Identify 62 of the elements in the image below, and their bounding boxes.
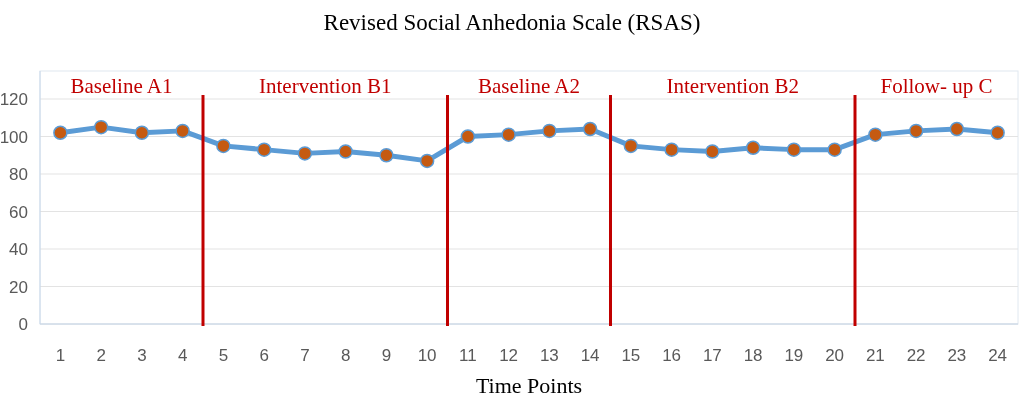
point [53, 125, 68, 140]
point [379, 148, 394, 163]
point [297, 146, 313, 161]
point [786, 142, 802, 157]
x-tick-label: 9 [381, 346, 392, 365]
x-tick-label: 6 [259, 346, 269, 365]
text: Follow- up C [880, 74, 993, 98]
x-tick-label: 7 [300, 346, 310, 365]
point [990, 125, 1005, 140]
x-tick-label: 4 [177, 346, 188, 365]
x-tick-label: 24 [988, 346, 1008, 365]
point [501, 127, 516, 142]
x-tick-label: 22 [906, 346, 926, 365]
x-tick-label: 12 [499, 346, 519, 365]
point [582, 121, 598, 137]
x-tick-label: 20 [825, 346, 845, 365]
point [419, 153, 435, 169]
point [949, 121, 965, 137]
x-tick-label: 14 [580, 346, 600, 365]
point [460, 129, 476, 144]
y-tick-label: 60 [9, 202, 28, 222]
point [623, 138, 639, 154]
x-tick-label: 1 [55, 346, 66, 365]
x-axis-title: Time Points [475, 373, 583, 398]
x-tick-label: 19 [784, 346, 804, 365]
text: Intervention B2 [666, 74, 799, 98]
text: Baseline A2 [477, 74, 581, 98]
y-tick-label: 40 [9, 240, 28, 259]
x-tick-label: 3 [137, 346, 147, 365]
x-tick-label: 10 [417, 346, 437, 365]
y-tick-label: 120 [0, 90, 28, 109]
point [93, 119, 109, 135]
point [827, 142, 842, 157]
x-tick-label: 15 [621, 346, 641, 365]
y-tick-label: 20 [9, 277, 28, 297]
x-tick-label: 11 [459, 346, 477, 365]
point [705, 144, 720, 159]
x-tick-label: 16 [662, 346, 682, 365]
text: Baseline A1 [70, 74, 173, 98]
point [908, 123, 924, 139]
y-tick-label: 100 [0, 127, 28, 147]
point [134, 125, 150, 140]
x-tick-label: 8 [340, 346, 351, 365]
text: Intervention B1 [259, 74, 392, 98]
y-tick-label: 80 [9, 165, 28, 184]
x-tick-label: 23 [947, 346, 967, 365]
point [745, 140, 761, 155]
x-tick-label: 5 [218, 346, 229, 365]
point [175, 123, 190, 139]
y-tick-label: 0 [18, 315, 28, 334]
point [868, 127, 883, 142]
x-tick-label: 21 [865, 346, 885, 365]
point [256, 142, 272, 157]
point [542, 123, 557, 139]
point [216, 138, 231, 154]
x-tick-label: 2 [96, 346, 106, 365]
x-tick-label: 18 [743, 346, 763, 365]
x-tick-label: 13 [539, 346, 559, 365]
point [664, 142, 679, 157]
point [338, 144, 353, 159]
x-tick-label: 17 [702, 346, 722, 365]
chart-title: Revised Social Anhedonia Scale (RSAS) [323, 10, 701, 35]
